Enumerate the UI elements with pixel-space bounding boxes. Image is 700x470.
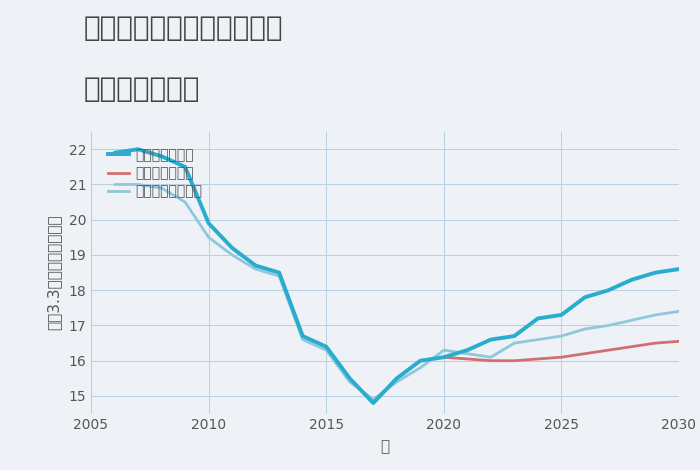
ノーマルシナリオ [393, 379, 401, 384]
グッドシナリオ [393, 376, 401, 381]
ノーマルシナリオ [369, 397, 377, 402]
ノーマルシナリオ [158, 185, 166, 191]
バッドシナリオ [463, 356, 472, 362]
グッドシナリオ [486, 337, 495, 342]
ノーマルシナリオ [251, 266, 260, 272]
グッドシナリオ [604, 288, 612, 293]
X-axis label: 年: 年 [380, 439, 390, 454]
ノーマルシナリオ [651, 312, 659, 318]
グッドシナリオ [111, 150, 119, 156]
Y-axis label: 坪（3.3㎡）単価（万円）: 坪（3.3㎡）単価（万円） [46, 215, 62, 330]
ノーマルシナリオ [298, 337, 307, 342]
ノーマルシナリオ [322, 347, 330, 353]
バッドシナリオ [581, 351, 589, 357]
グッドシナリオ [675, 266, 683, 272]
バッドシナリオ [651, 340, 659, 346]
バッドシナリオ [440, 354, 448, 360]
ノーマルシナリオ [275, 274, 284, 279]
グッドシナリオ [416, 358, 424, 364]
グッドシナリオ [228, 245, 237, 251]
ノーマルシナリオ [628, 317, 636, 323]
グッドシナリオ [463, 347, 472, 353]
グッドシナリオ [651, 270, 659, 275]
ノーマルシナリオ [440, 347, 448, 353]
グッドシナリオ [322, 344, 330, 350]
ノーマルシナリオ [510, 340, 519, 346]
グッドシナリオ [251, 263, 260, 268]
Legend: グッドシナリオ, バッドシナリオ, ノーマルシナリオ: グッドシナリオ, バッドシナリオ, ノーマルシナリオ [104, 144, 207, 203]
グッドシナリオ [346, 376, 354, 381]
グッドシナリオ [628, 277, 636, 282]
ノーマルシナリオ [204, 235, 213, 240]
グッドシナリオ [533, 316, 542, 321]
ノーマルシナリオ [581, 326, 589, 332]
Line: グッドシナリオ: グッドシナリオ [115, 149, 679, 403]
グッドシナリオ [440, 354, 448, 360]
ノーマルシナリオ [557, 333, 566, 339]
グッドシナリオ [275, 270, 284, 275]
ノーマルシナリオ [533, 337, 542, 342]
Text: 兵庫県豊岡市但東町平田の: 兵庫県豊岡市但東町平田の [84, 14, 284, 42]
ノーマルシナリオ [346, 379, 354, 384]
グッドシナリオ [510, 333, 519, 339]
バッドシナリオ [557, 354, 566, 360]
ノーマルシナリオ [604, 323, 612, 329]
グッドシナリオ [298, 333, 307, 339]
Line: バッドシナリオ: バッドシナリオ [444, 341, 679, 361]
ノーマルシナリオ [228, 252, 237, 258]
グッドシナリオ [204, 220, 213, 226]
バッドシナリオ [486, 358, 495, 364]
ノーマルシナリオ [463, 351, 472, 357]
ノーマルシナリオ [675, 309, 683, 314]
バッドシナリオ [533, 356, 542, 362]
ノーマルシナリオ [111, 182, 119, 188]
グッドシナリオ [581, 294, 589, 300]
グッドシナリオ [158, 153, 166, 159]
グッドシナリオ [557, 312, 566, 318]
ノーマルシナリオ [134, 182, 142, 188]
バッドシナリオ [675, 338, 683, 344]
Text: 土地の価格推移: 土地の価格推移 [84, 75, 200, 103]
ノーマルシナリオ [181, 199, 189, 205]
グッドシナリオ [369, 400, 377, 406]
バッドシナリオ [510, 358, 519, 364]
グッドシナリオ [134, 147, 142, 152]
バッドシナリオ [604, 347, 612, 353]
Line: ノーマルシナリオ: ノーマルシナリオ [115, 185, 679, 400]
ノーマルシナリオ [416, 365, 424, 370]
グッドシナリオ [181, 164, 189, 170]
バッドシナリオ [628, 344, 636, 350]
ノーマルシナリオ [486, 354, 495, 360]
